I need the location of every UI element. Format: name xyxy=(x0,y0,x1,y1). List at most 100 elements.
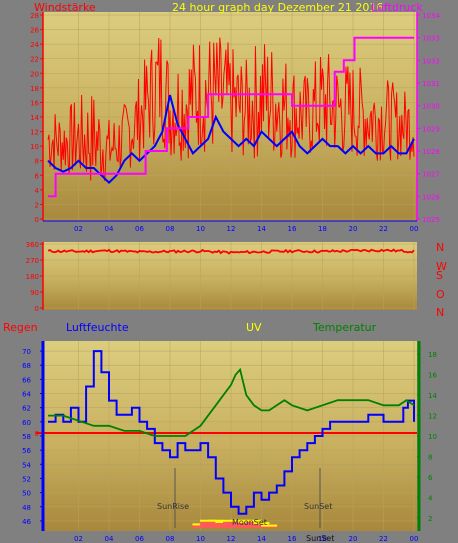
climate-x-tick-label: 14 xyxy=(257,535,266,543)
climate-x-tick-label: 22 xyxy=(379,535,388,543)
climate-x-tick-label: 06 xyxy=(135,535,144,543)
humidity-y-tick-label: 70 xyxy=(22,348,31,356)
wind-y-tick-label: 0 xyxy=(35,216,39,224)
pressure-y-tick-label: 1032 xyxy=(422,57,440,65)
temperature-y-tick-label: 6 xyxy=(428,474,433,482)
humidity-y-tick-label: 50 xyxy=(22,490,31,498)
wind-x-tick-label: 06 xyxy=(135,225,144,233)
wind-y-tick-label: 8 xyxy=(35,158,39,166)
wind-x-tick-label: 00 xyxy=(410,225,419,233)
wind-x-tick-label: 18 xyxy=(318,225,327,233)
direction-y-tick-label: 90 xyxy=(30,289,39,297)
rain-label: Regen xyxy=(3,321,38,334)
wind-x-tick-label: 20 xyxy=(349,225,358,233)
climate-x-tick-label: 10 xyxy=(196,535,205,543)
uv-bar xyxy=(261,525,278,528)
sunrise-label: SunRise xyxy=(157,502,189,511)
wind-x-tick-label: 16 xyxy=(288,225,297,233)
wind-y-tick-label: 24 xyxy=(30,41,39,49)
wind-x-tick-label: 22 xyxy=(379,225,388,233)
pressure-y-tick-label: 1025 xyxy=(422,216,440,224)
wind-y-tick-label: 18 xyxy=(30,85,39,93)
temperature-y-tick-label: 2 xyxy=(428,515,432,523)
wind-x-tick-label: 14 xyxy=(257,225,266,233)
wind-x-tick-label: 10 xyxy=(196,225,205,233)
temperature-line xyxy=(48,367,415,437)
wind-y-tick-label: 28 xyxy=(30,12,39,20)
temperature-y-tick-label: 10 xyxy=(428,433,437,441)
temperature-y-tick-label: 8 xyxy=(428,453,432,461)
temperature-y-tick-label: 4 xyxy=(428,494,433,502)
temperature-y-tick-label: 12 xyxy=(428,413,437,421)
direction-letter-o: O xyxy=(436,288,445,301)
sunset-label: SunSet xyxy=(304,502,332,511)
wind-y-tick-label: 4 xyxy=(35,187,40,195)
uv-label: UV xyxy=(246,321,262,334)
wind-y-tick-label: 14 xyxy=(30,114,39,122)
wind-x-tick-label: 02 xyxy=(74,225,83,233)
moonset-label: MoonSet xyxy=(232,518,267,527)
pressure-y-tick-label: 1030 xyxy=(422,103,440,111)
wind-y-tick-label: 16 xyxy=(30,99,39,107)
wind-x-tick-label: 08 xyxy=(166,225,175,233)
chart-title: 24 hour graph day Dezember 21 2016 xyxy=(172,1,383,14)
pressure-y-tick-label: 1031 xyxy=(422,80,440,88)
pressure-y-tick-label: 1033 xyxy=(422,35,440,43)
humidity-y-tick-label: 62 xyxy=(22,405,31,413)
direction-y-tick-label: 180 xyxy=(26,273,39,281)
pressure-y-tick-label: 1026 xyxy=(422,193,440,201)
sunset-bottom-label: SunSet xyxy=(306,534,334,543)
direction-y-tick-label: 0 xyxy=(35,305,39,313)
wind-x-tick-label: 04 xyxy=(105,225,114,233)
pressure-y-tick-label: 1028 xyxy=(422,148,440,156)
climate-x-tick-label: 02 xyxy=(74,535,83,543)
wind-y-tick-label: 12 xyxy=(30,129,39,137)
wind-x-tick-label: 12 xyxy=(227,225,236,233)
direction-letter-n-top: N xyxy=(436,241,444,254)
wind-y-tick-label: 20 xyxy=(30,70,39,78)
humidity-y-tick-label: 56 xyxy=(22,447,31,455)
humidity-y-tick-label: 58 xyxy=(22,433,31,441)
wind-y-tick-label: 22 xyxy=(30,56,39,64)
humidity-y-tick-label: 52 xyxy=(22,475,31,483)
humidity-y-tick-label: 46 xyxy=(22,518,31,526)
pressure-line xyxy=(48,36,414,198)
wind-y-tick-label: 2 xyxy=(35,201,39,209)
wind-y-tick-label: 26 xyxy=(30,27,39,35)
pressure-y-tick-label: 1029 xyxy=(422,125,440,133)
temperature-y-tick-label: 14 xyxy=(428,392,437,400)
wind-average-line xyxy=(47,94,415,184)
pressure-y-tick-label: 1034 xyxy=(422,12,440,20)
rain-zero-label: 0 xyxy=(35,430,39,438)
pressure-y-tick-label: 1027 xyxy=(422,171,440,179)
direction-y-tick-label: 360 xyxy=(26,241,39,249)
wind-y-tick-label: 10 xyxy=(30,143,39,151)
wind-gust-line xyxy=(47,37,415,182)
humidity-line xyxy=(48,350,415,515)
wind-label: Windstärke xyxy=(34,1,96,14)
climate-x-tick-label: 12 xyxy=(227,535,236,543)
climate-x-tick-label: 18 xyxy=(318,535,327,543)
humidity-y-tick-label: 48 xyxy=(22,504,31,512)
climate-x-tick-label: 08 xyxy=(166,535,175,543)
humidity-label: Luftfeuchte xyxy=(66,321,129,334)
humidity-y-tick-label: 60 xyxy=(22,419,31,427)
humidity-y-tick-label: 66 xyxy=(22,376,31,384)
humidity-y-tick-label: 68 xyxy=(22,362,31,370)
direction-letter-w: W xyxy=(436,260,447,273)
humidity-y-tick-label: 64 xyxy=(22,391,31,399)
pressure-label: Luftdruck xyxy=(371,1,423,14)
humidity-y-tick-label: 54 xyxy=(22,461,31,469)
climate-x-tick-label: 20 xyxy=(349,535,358,543)
direction-letter-n-bottom: N xyxy=(436,306,444,319)
wind-direction-line xyxy=(47,248,415,255)
climate-x-tick-label: 16 xyxy=(288,535,297,543)
direction-y-tick-label: 270 xyxy=(26,257,39,265)
temperature-y-tick-label: 16 xyxy=(428,372,437,380)
wind-y-tick-label: 6 xyxy=(35,172,40,180)
climate-x-tick-label: 04 xyxy=(105,535,114,543)
temperature-label: Temperatur xyxy=(312,321,377,334)
temperature-y-tick-label: 18 xyxy=(428,351,437,359)
